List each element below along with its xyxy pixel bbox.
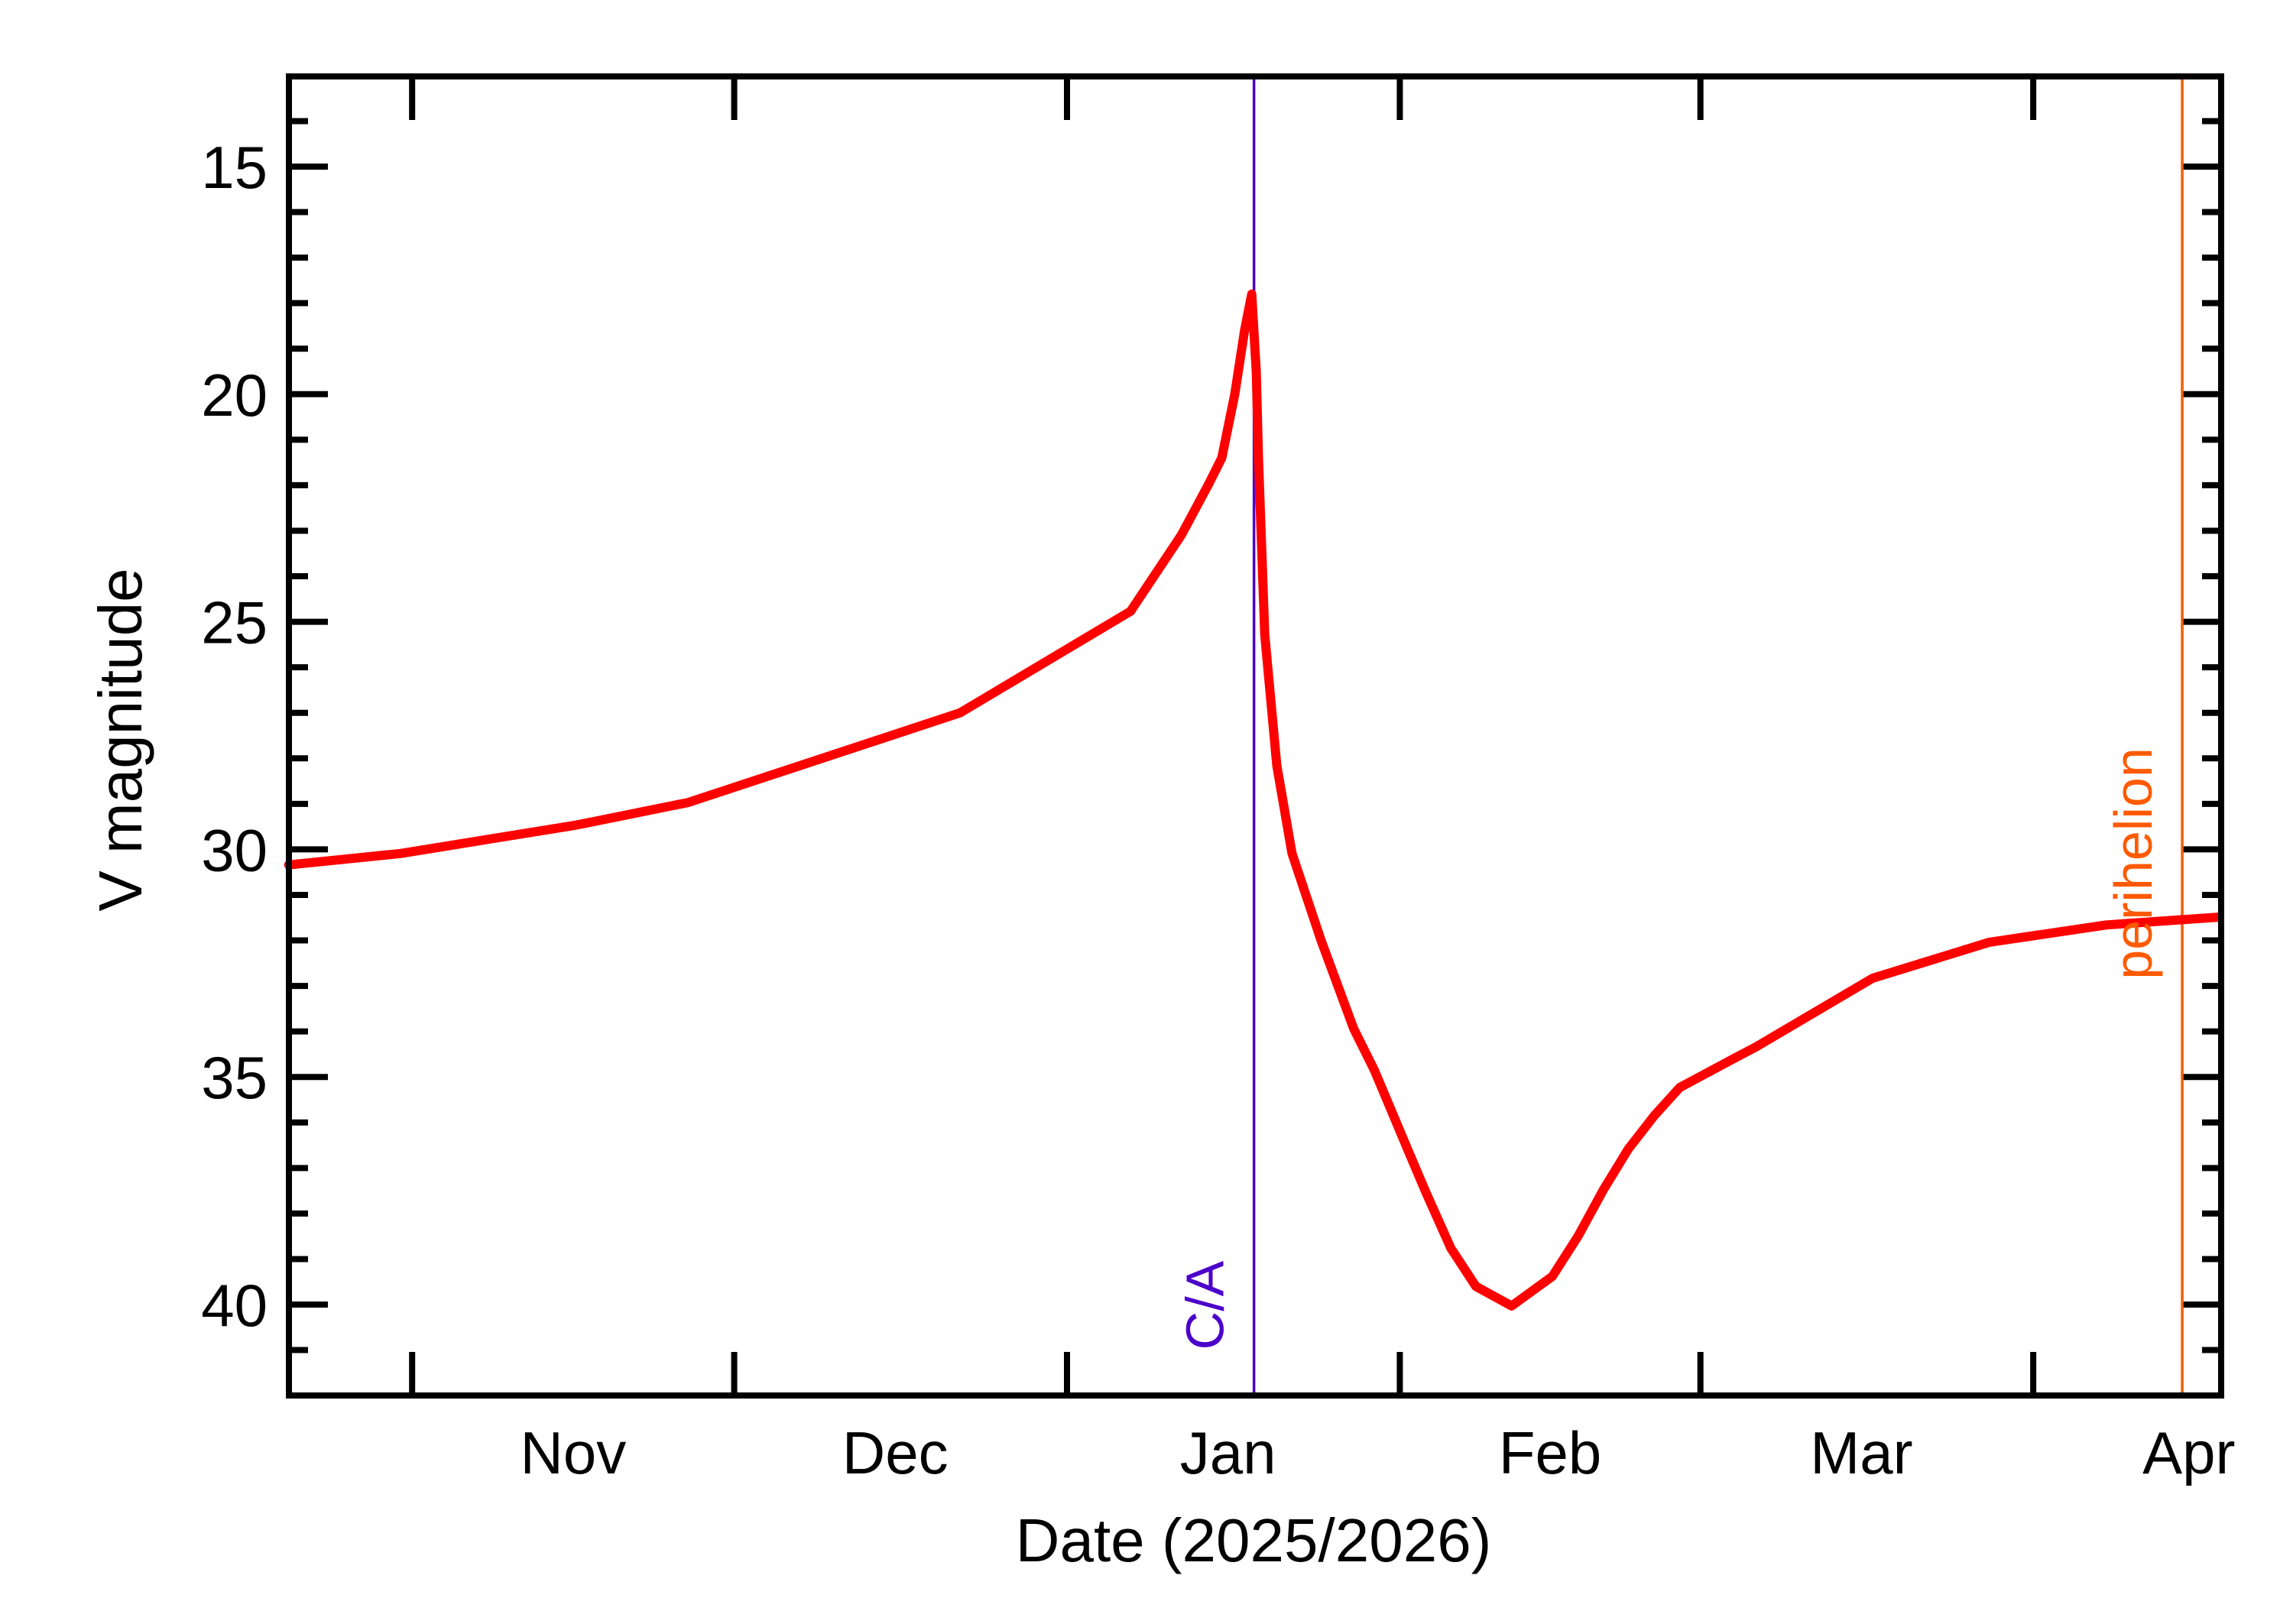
x-tick-label: Mar	[1810, 1419, 1912, 1486]
plot-frame	[286, 73, 2224, 1399]
y-tick-label: 35	[201, 1044, 268, 1111]
y-tick-labels: 15 20 25 30 35 40	[201, 134, 268, 1339]
x-tick-label: Jan	[1180, 1419, 1276, 1486]
x-tick-label: Feb	[1499, 1419, 1601, 1486]
y-tick-label: 20	[201, 361, 268, 429]
x-axis-title: Date (2025/2026)	[1016, 1506, 1492, 1574]
y-tick-label: 30	[201, 816, 268, 883]
closest-approach-label: C/A	[1176, 1260, 1235, 1350]
x-tick-label: Apr	[2142, 1419, 2235, 1486]
y-tick-label: 40	[201, 1272, 268, 1339]
x-tick-label: Dec	[842, 1419, 949, 1486]
axis-ticks	[289, 76, 2221, 1395]
annotation-labels: C/A perihelion	[1176, 747, 2163, 1350]
x-tick-label: Nov	[521, 1419, 627, 1486]
v-magnitude-curve	[284, 289, 2223, 1311]
x-tick-labels: Nov Dec Jan Feb Mar Apr	[521, 1419, 2236, 1486]
y-tick-label: 15	[201, 134, 268, 201]
y-axis-title: V magnitude	[86, 568, 154, 911]
y-tick-label: 25	[201, 589, 268, 656]
perihelion-label: perihelion	[2103, 747, 2163, 980]
